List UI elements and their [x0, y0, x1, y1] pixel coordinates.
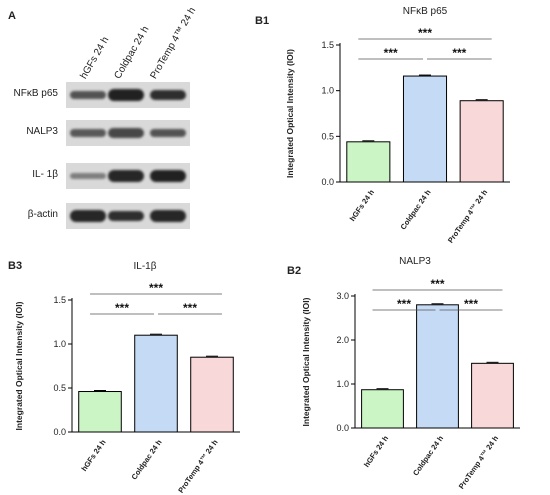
y-tick-label: 0.0 [321, 177, 334, 187]
significance-label: *** [430, 277, 444, 291]
y-tick-label: 1.5 [53, 295, 66, 305]
bar [78, 391, 122, 433]
y-tick-label: 0.5 [321, 131, 334, 141]
significance-label: *** [452, 46, 466, 60]
blot-band [150, 128, 186, 138]
panel-a-letter: A [8, 10, 16, 22]
bar [471, 362, 514, 429]
bar [459, 100, 504, 183]
chart-b3: B3 IL-1β Integrated Optical Intensity (IOI… [8, 260, 240, 495]
x-tick-label: hGFs 24 h [362, 434, 390, 469]
y-tick-label: 1.5 [321, 40, 334, 50]
lane-label-3: ProTemp 4™ 24 h [148, 5, 199, 82]
blot-band [108, 210, 144, 222]
panel-letter: B2 [287, 265, 301, 277]
y-tick-label: 3.0 [336, 291, 349, 301]
y-axis-label: Integrated Optical Intensity (IOI) [301, 297, 311, 426]
bar [346, 141, 391, 183]
y-tick-label: 2.0 [336, 335, 349, 345]
blot-band [70, 173, 106, 179]
lane-label-2: Coldpac 24 h [112, 24, 152, 82]
blot-band [70, 210, 106, 222]
y-tick-label: 1.0 [321, 86, 334, 96]
bar [416, 304, 459, 429]
y-axis-label: Integrated Optical Intensity (IOI) [285, 49, 295, 178]
blot-band [108, 89, 144, 101]
y-tick-label: 0.0 [336, 423, 349, 433]
significance-label: *** [397, 297, 411, 311]
blot-band [108, 128, 144, 138]
x-tick-label: ProTemp 4™ 24 h [176, 438, 220, 495]
blot-label-nalp3: NALP3 [26, 126, 58, 137]
y-tick-label: 0.0 [53, 427, 66, 437]
panel-letter: B1 [255, 15, 269, 27]
chart-title: NFκB p65 [403, 6, 448, 17]
significance-label: *** [384, 46, 398, 60]
x-tick-label: Coldpac 24 h [398, 188, 432, 232]
significance-label: *** [115, 301, 129, 315]
lane-label-1: hGFs 24 h [78, 35, 112, 81]
chart-b1: B1 NFκB p65 Integrated Optical Intensity (… [255, 6, 510, 245]
blot-band [150, 210, 186, 222]
y-tick-label: 1.0 [53, 339, 66, 349]
significance-label: *** [418, 26, 432, 40]
significance-label: *** [464, 297, 478, 311]
blot-band [108, 170, 144, 182]
bar [190, 356, 234, 433]
chart-b2: B2 NALP3 Integrated Optical Intensity (IOI… [287, 256, 520, 491]
bar [402, 75, 448, 183]
panel-letter: B3 [8, 260, 22, 272]
bar [361, 389, 404, 429]
y-tick-label: 0.5 [53, 383, 66, 393]
y-tick-label: 1.0 [336, 379, 349, 389]
blot-band [70, 90, 106, 100]
x-tick-label: hGFs 24 h [79, 438, 107, 473]
significance-label: *** [149, 281, 163, 295]
x-tick-label: ProTemp 4™ 24 h [457, 434, 501, 491]
blot-label-il1b: IL- 1β [32, 169, 58, 180]
blot-band [150, 89, 186, 101]
blot-label-actin: β-actin [27, 209, 58, 220]
blot-band [70, 129, 106, 137]
x-tick-label: Coldpac 24 h [129, 438, 163, 482]
chart-title: NALP3 [399, 256, 431, 267]
y-axis-label: Integrated Optical Intensity (IOI) [14, 301, 24, 430]
x-tick-label: ProTemp 4™ 24 h [446, 188, 490, 245]
x-tick-label: hGFs 24 h [348, 188, 376, 223]
bar [134, 334, 178, 433]
chart-title: IL-1β [134, 261, 157, 272]
blot-label-nfkb: NFκB p65 [13, 88, 58, 99]
significance-label: *** [183, 301, 197, 315]
blot-band [150, 170, 186, 182]
x-tick-label: Coldpac 24 h [411, 434, 445, 478]
